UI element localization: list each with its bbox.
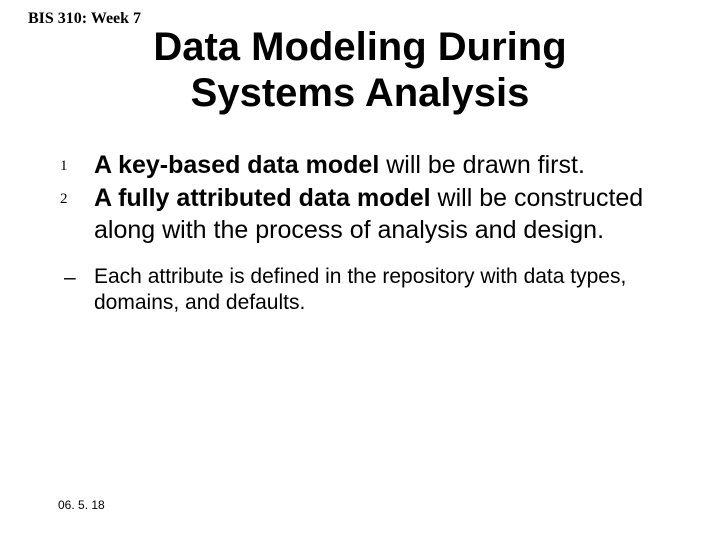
sub-list: – Each attribute is defined in the repos… xyxy=(60,264,680,317)
slide-title: Data Modeling During Systems Analysis xyxy=(0,24,720,116)
list-bold: A key-based data model xyxy=(94,151,379,179)
list-text: A key-based data model will be drawn fir… xyxy=(94,150,585,181)
title-line-1: Data Modeling During xyxy=(153,25,566,69)
list-rest: will be drawn first. xyxy=(379,151,585,179)
list-item: 1 A key-based data model will be drawn f… xyxy=(60,150,680,181)
content-area: 1 A key-based data model will be drawn f… xyxy=(60,150,680,316)
sub-item: – Each attribute is defined in the repos… xyxy=(60,264,680,317)
list-marker: 1 xyxy=(60,150,94,175)
list-marker: 2 xyxy=(60,183,94,208)
title-line-2: Systems Analysis xyxy=(191,71,530,115)
list-bold: A fully attributed data model xyxy=(94,184,431,212)
sub-text: Each attribute is defined in the reposit… xyxy=(94,264,680,317)
sub-marker: – xyxy=(60,264,94,290)
list-text: A fully attributed data model will be co… xyxy=(94,183,680,246)
list-item: 2 A fully attributed data model will be … xyxy=(60,183,680,246)
footer-date: 06. 5. 18 xyxy=(58,498,105,512)
